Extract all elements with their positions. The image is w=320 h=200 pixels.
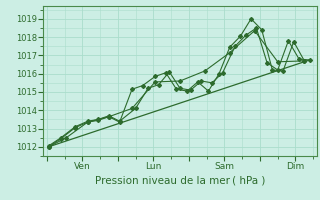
X-axis label: Pression niveau de la mer ( hPa ): Pression niveau de la mer ( hPa ) — [95, 175, 265, 185]
